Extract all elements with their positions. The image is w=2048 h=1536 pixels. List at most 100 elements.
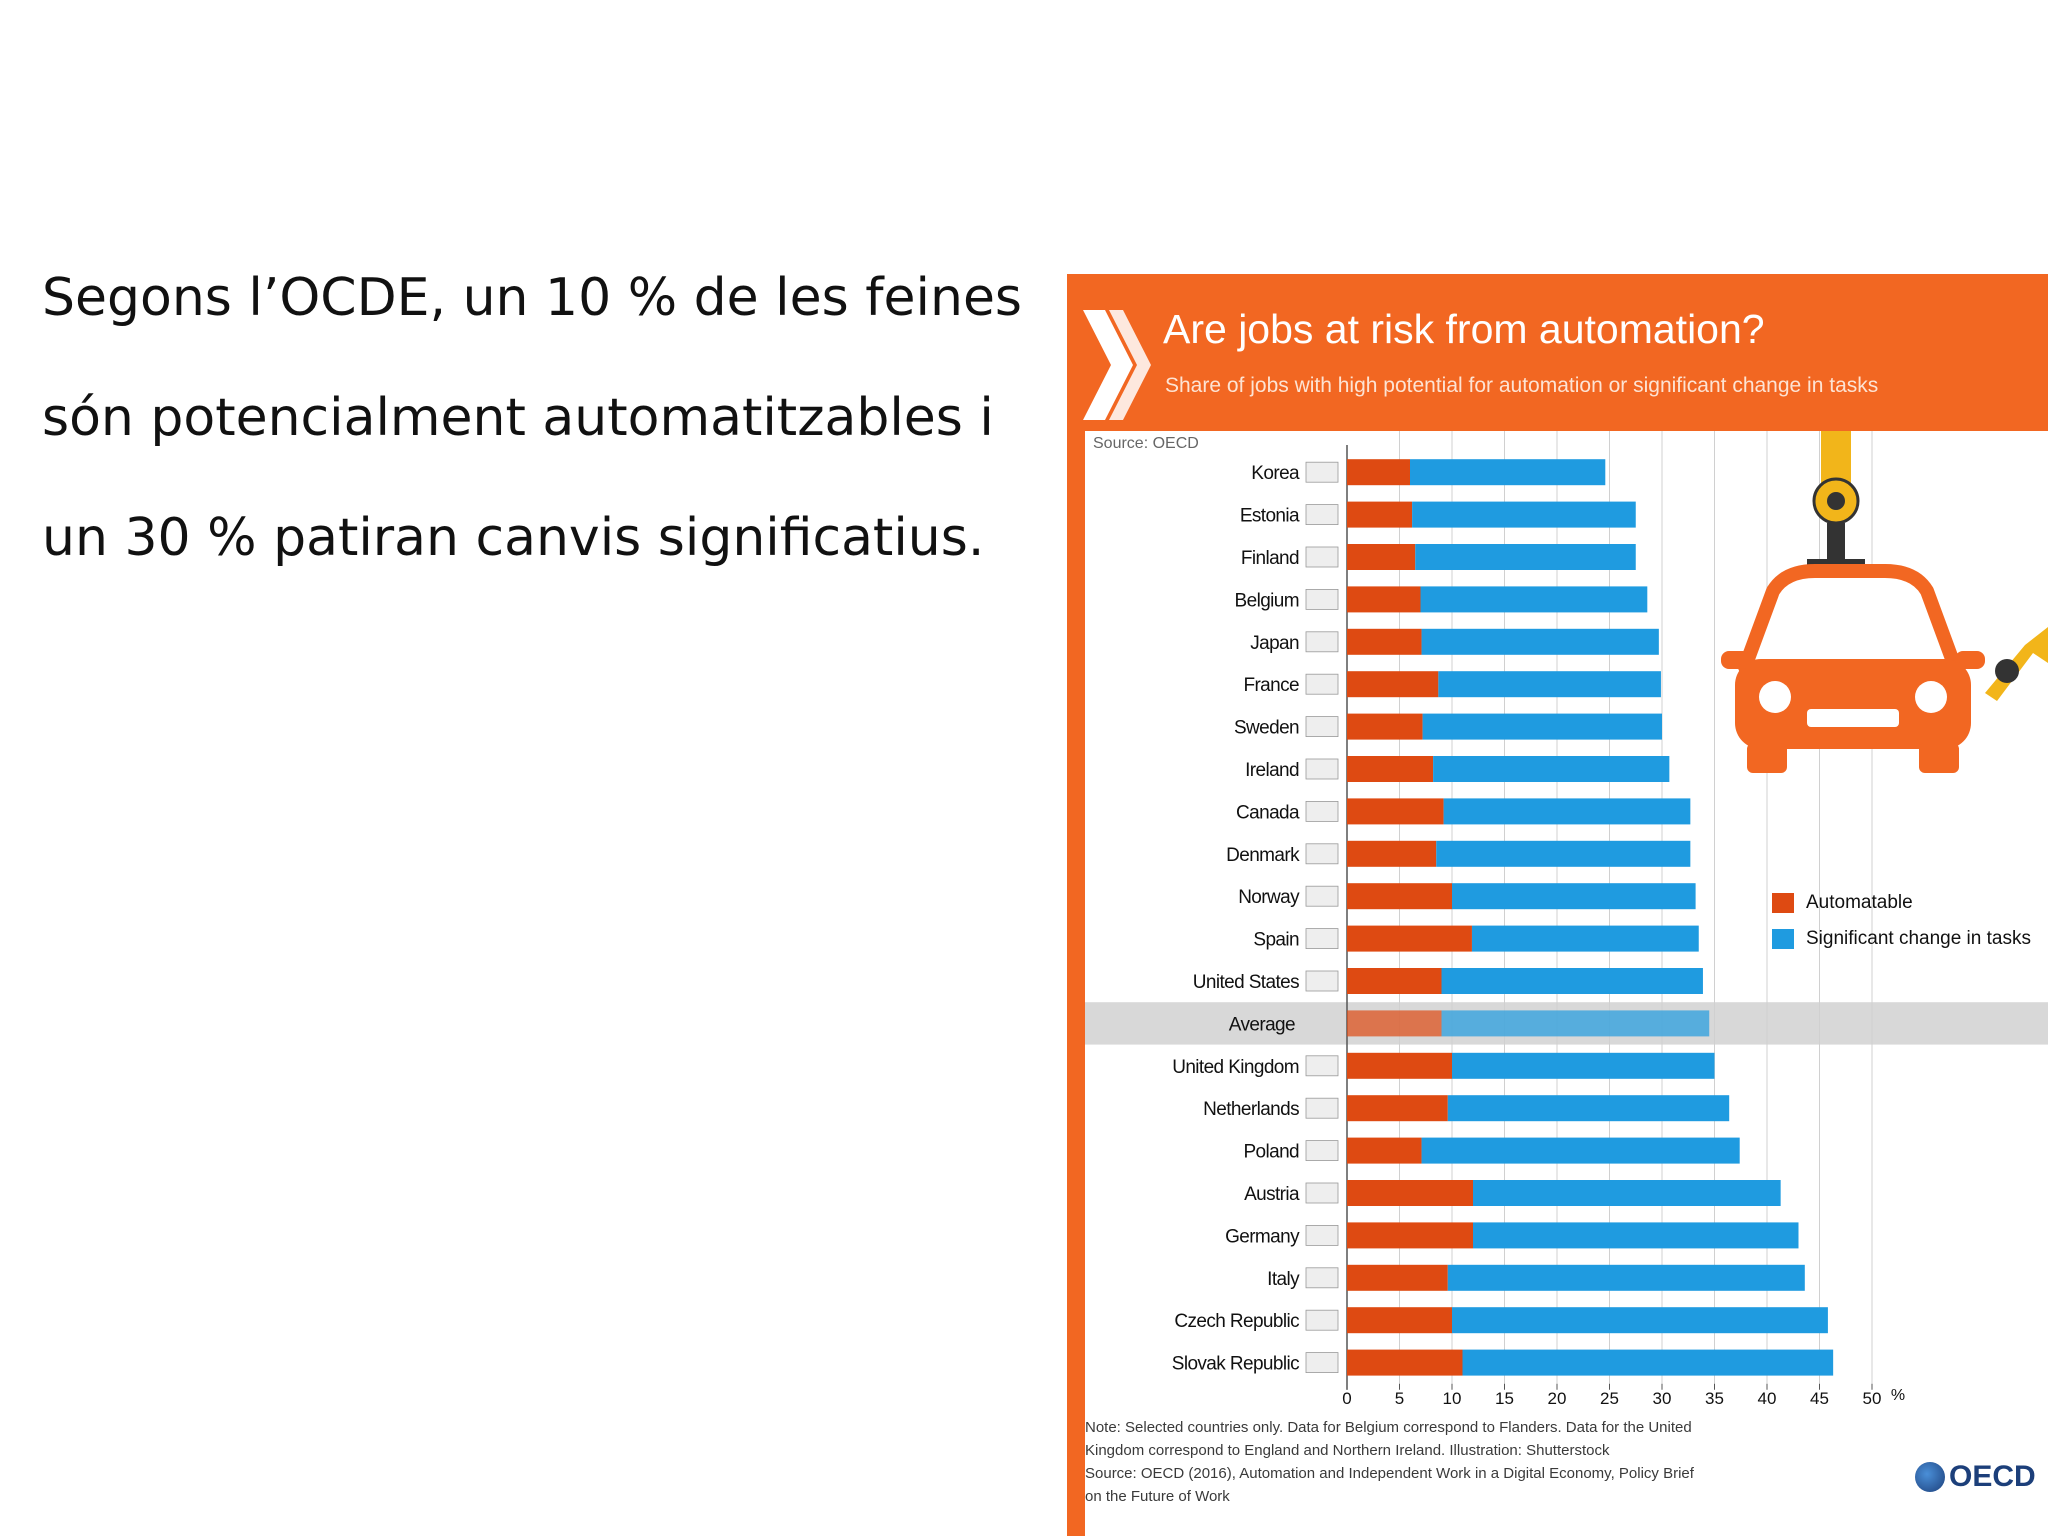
category-label: Finland: [1241, 548, 1299, 569]
legend-item-automatable: Automatable: [1772, 885, 2031, 921]
category-label: Belgium: [1235, 590, 1299, 611]
bar-significant-change: [1471, 925, 1699, 952]
chart-note: Note: Selected countries only. Data for …: [1085, 1416, 1765, 1508]
category-label: Italy: [1267, 1269, 1300, 1290]
bar-automatable: [1347, 798, 1444, 825]
bar-automatable: [1347, 1349, 1463, 1376]
note-line: on the Future of Work: [1085, 1488, 1230, 1505]
slide-text-line: són potencialment automatitzables i: [42, 388, 994, 448]
legend-item-significant-change: Significant change in tasks: [1772, 921, 2031, 957]
flag-icon: [1305, 928, 1339, 950]
bar-significant-change: [1410, 459, 1606, 486]
note-line: Source: OECD (2016), Automation and Inde…: [1085, 1465, 1694, 1482]
x-unit-label: %: [1891, 1387, 1905, 1404]
flag-icon: [1305, 1140, 1339, 1161]
bar-automatable: [1347, 459, 1410, 486]
category-label: Estonia: [1240, 506, 1300, 527]
chevron-icon: [1083, 310, 1151, 420]
flag-icon: [1305, 1225, 1339, 1246]
bar-automatable: [1347, 840, 1437, 867]
flag-icon: [1305, 1055, 1339, 1077]
flag-icon: [1305, 1309, 1339, 1331]
chart-subtitle: Share of jobs with high potential for au…: [1165, 374, 1879, 397]
bar-automatable: [1347, 1052, 1452, 1079]
flag-icon: [1305, 970, 1339, 992]
flag-icon: [1305, 546, 1339, 568]
bar-significant-change: [1447, 1264, 1805, 1291]
legend-swatch: [1772, 893, 1794, 913]
bar-significant-change: [1438, 671, 1661, 698]
category-label: Netherlands: [1203, 1099, 1299, 1120]
chart-title: Are jobs at risk from automation?: [1163, 306, 1765, 352]
flag-icon: [1305, 631, 1339, 653]
category-label: Sweden: [1234, 718, 1299, 739]
bar-automatable: [1347, 968, 1442, 994]
x-tick-label: 45: [1810, 1389, 1829, 1408]
category-label: United States: [1193, 972, 1299, 993]
bar-significant-change: [1473, 1180, 1781, 1206]
flag-icon: [1305, 800, 1339, 822]
oecd-logo: OECD: [1915, 1460, 2036, 1494]
bar-automatable: [1347, 1137, 1422, 1164]
slide-text-line: un 30 % patiran canvis significatius.: [42, 508, 985, 568]
bar-chart: Korea Estonia Finland Belgium Japan France Swe…: [1085, 431, 2048, 1408]
category-label: Average: [1229, 1014, 1295, 1035]
legend-label: Significant change in tasks: [1806, 928, 2031, 949]
bar-significant-change: [1473, 1222, 1799, 1249]
bar-significant-change: [1452, 883, 1696, 910]
bar-automatable: [1347, 1180, 1473, 1206]
slide-text: Segons l’OCDE, un 10 % de les feines són…: [42, 238, 1023, 598]
bar-significant-change: [1422, 713, 1662, 740]
x-tick-label: 35: [1705, 1389, 1724, 1408]
bar-automatable: [1347, 1222, 1473, 1249]
flag-icon: [1305, 461, 1339, 483]
category-label: Ireland: [1245, 760, 1299, 781]
flag-icon: [1305, 1097, 1339, 1119]
legend-label: Automatable: [1806, 892, 1913, 913]
category-label: Norway: [1238, 887, 1300, 908]
bar-automatable: [1347, 1307, 1452, 1334]
x-tick-label: 20: [1548, 1389, 1567, 1408]
bar-significant-change: [1415, 544, 1636, 570]
bar-automatable: [1347, 756, 1434, 782]
globe-icon: [1915, 1462, 1945, 1492]
x-tick-label: 30: [1653, 1389, 1672, 1408]
bar-significant-change: [1441, 968, 1703, 994]
category-label: Slovak Republic: [1172, 1354, 1299, 1375]
bar-significant-change: [1421, 1137, 1740, 1164]
bar-significant-change: [1452, 1307, 1828, 1334]
bar-automatable: [1347, 883, 1452, 910]
robot-car-icon: [1721, 431, 2048, 773]
bar-significant-change: [1421, 628, 1659, 655]
category-label: Korea: [1251, 463, 1300, 484]
x-tick-label: 25: [1600, 1389, 1619, 1408]
note-background: [1085, 1436, 2048, 1536]
bar-automatable: [1347, 1010, 1442, 1037]
chart-panel: Korea Estonia Finland Belgium Japan France Swe…: [1085, 431, 2048, 1436]
bar-significant-change: [1420, 586, 1648, 613]
bar-automatable: [1347, 501, 1413, 528]
bar-significant-change: [1462, 1349, 1834, 1376]
flag-icon: [1305, 673, 1339, 695]
flag-icon: [1305, 588, 1339, 610]
category-label: Denmark: [1226, 845, 1300, 866]
category-label: United Kingdom: [1172, 1057, 1299, 1078]
bar-significant-change: [1441, 1010, 1710, 1037]
flag-icon: [1305, 716, 1339, 738]
x-tick-label: 0: [1342, 1389, 1351, 1408]
bar-significant-change: [1412, 501, 1636, 528]
category-label: Japan: [1250, 633, 1299, 654]
flag-icon: [1305, 843, 1339, 865]
slide-text-line: Segons l’OCDE, un 10 % de les feines: [42, 268, 1023, 328]
bar-significant-change: [1443, 798, 1691, 825]
category-label: Poland: [1243, 1142, 1299, 1163]
legend-swatch: [1772, 929, 1794, 949]
oecd-infographic: Are jobs at risk from automation? Share …: [1067, 274, 2048, 1536]
bar-automatable: [1347, 713, 1423, 740]
category-label: Austria: [1244, 1184, 1300, 1205]
flag-icon: [1305, 1182, 1339, 1204]
bar-significant-change: [1447, 1095, 1730, 1122]
note-line: Kingdom correspond to England and Northe…: [1085, 1442, 1610, 1459]
flag-icon: [1305, 758, 1339, 780]
category-label: Czech Republic: [1174, 1311, 1299, 1332]
